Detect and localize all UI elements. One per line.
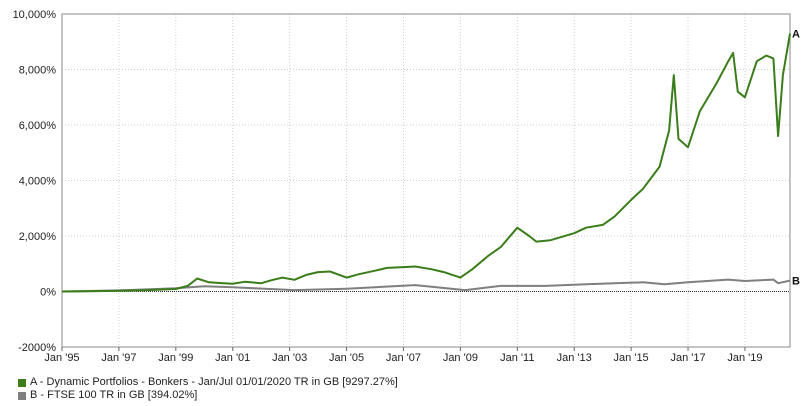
- legend: A - Dynamic Portfolios - Bonkers - Jan/J…: [18, 376, 398, 402]
- y-tick-label: -2000%: [18, 342, 56, 354]
- y-tick-label: 6,000%: [19, 120, 57, 132]
- axis-layer: [61, 13, 791, 351]
- y-tick-label: 10,000%: [13, 9, 57, 21]
- x-tick-label: Jan '11: [500, 352, 534, 364]
- series-b-end-label: B: [792, 276, 800, 288]
- legend-label-a: A - Dynamic Portfolios - Bonkers - Jan/J…: [30, 376, 398, 388]
- legend-label-b: B - FTSE 100 TR in GB [394.02%]: [30, 389, 198, 401]
- x-tick-label: Jan '95: [44, 352, 79, 364]
- x-tick-label: Jan '09: [443, 352, 478, 364]
- x-tick-label: Jan '15: [614, 352, 649, 364]
- grid-layer: [61, 13, 790, 348]
- x-tick-label: Jan '19: [727, 352, 762, 364]
- x-tick-label: Jan '03: [272, 352, 307, 364]
- x-tick-label: Jan '05: [329, 352, 364, 364]
- x-tick-label: Jan '13: [557, 352, 592, 364]
- y-tick-label: 0%: [40, 287, 56, 299]
- x-tick-label: Jan '17: [670, 352, 705, 364]
- series-a-end-label: A: [792, 29, 800, 41]
- y-tick-label: 2,000%: [19, 231, 57, 243]
- legend-item-a: A - Dynamic Portfolios - Bonkers - Jan/J…: [18, 376, 398, 389]
- y-tick-label: 4,000%: [19, 176, 57, 188]
- series-b-line: [61, 278, 791, 293]
- x-tick-label: Jan '97: [101, 352, 136, 364]
- series-layer: [61, 33, 791, 293]
- x-tick-label: Jan '01: [215, 352, 250, 364]
- series-a-line: [61, 33, 791, 293]
- x-tick-label: Jan '07: [386, 352, 421, 364]
- plot-frame: [61, 13, 791, 348]
- legend-swatch-a: [18, 378, 26, 387]
- legend-item-b: B - FTSE 100 TR in GB [394.02%]: [18, 389, 398, 402]
- x-tick-label: Jan '99: [158, 352, 193, 364]
- y-tick-label: 8,000%: [19, 65, 57, 77]
- legend-swatch-b: [18, 391, 26, 400]
- label-layer: -2000% 0% 2,000% 4,000% 6,000% 8,000% 10,000% J…: [13, 9, 800, 364]
